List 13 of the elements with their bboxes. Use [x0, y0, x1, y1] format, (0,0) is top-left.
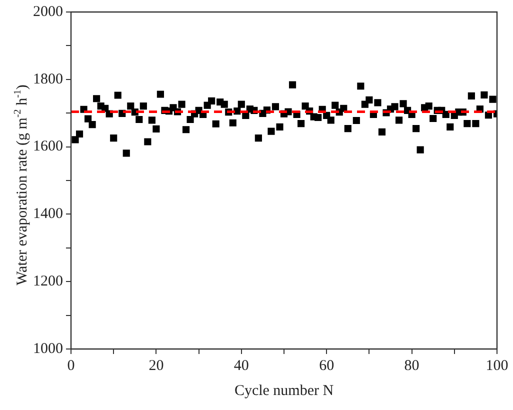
y-tick-label: 1400: [33, 206, 63, 222]
y-tick-label: 1800: [33, 71, 63, 88]
y-tick-label: 1200: [33, 274, 63, 290]
x-tick-label: 20: [148, 358, 164, 374]
x-tick-label: 40: [234, 358, 249, 374]
y-tick-label: 2000: [33, 4, 63, 20]
x-tick-label: 60: [319, 358, 334, 374]
x-tick-label: 100: [486, 358, 508, 374]
y-tick-label: 1600: [33, 138, 63, 155]
x-axis-title: Cycle number N: [234, 382, 334, 399]
x-tick-label: 0: [67, 358, 75, 374]
y-tick-label: 1000: [33, 340, 63, 357]
x-tick-label: 80: [404, 358, 420, 374]
